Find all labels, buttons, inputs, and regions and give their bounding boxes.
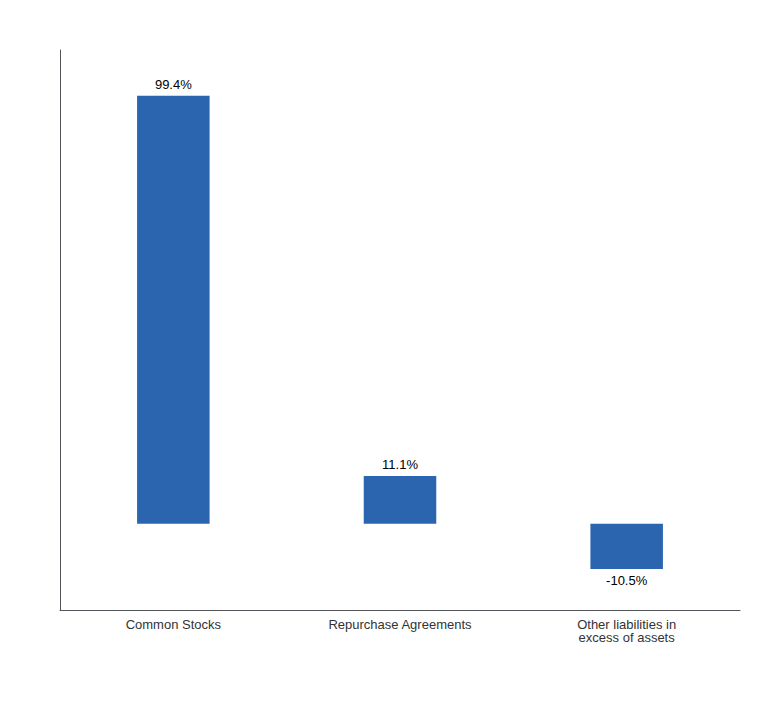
svg-text:excess of assets: excess of assets [579, 630, 676, 645]
svg-text:11.1%: 11.1% [382, 457, 418, 472]
svg-text:Common Stocks: Common Stocks [126, 617, 222, 632]
svg-text:-10.5%: -10.5% [606, 573, 648, 588]
svg-text:Repurchase Agreements: Repurchase Agreements [328, 617, 472, 632]
svg-text:99.4%: 99.4% [155, 77, 192, 92]
svg-text:Other liabilities in: Other liabilities in [577, 617, 677, 632]
